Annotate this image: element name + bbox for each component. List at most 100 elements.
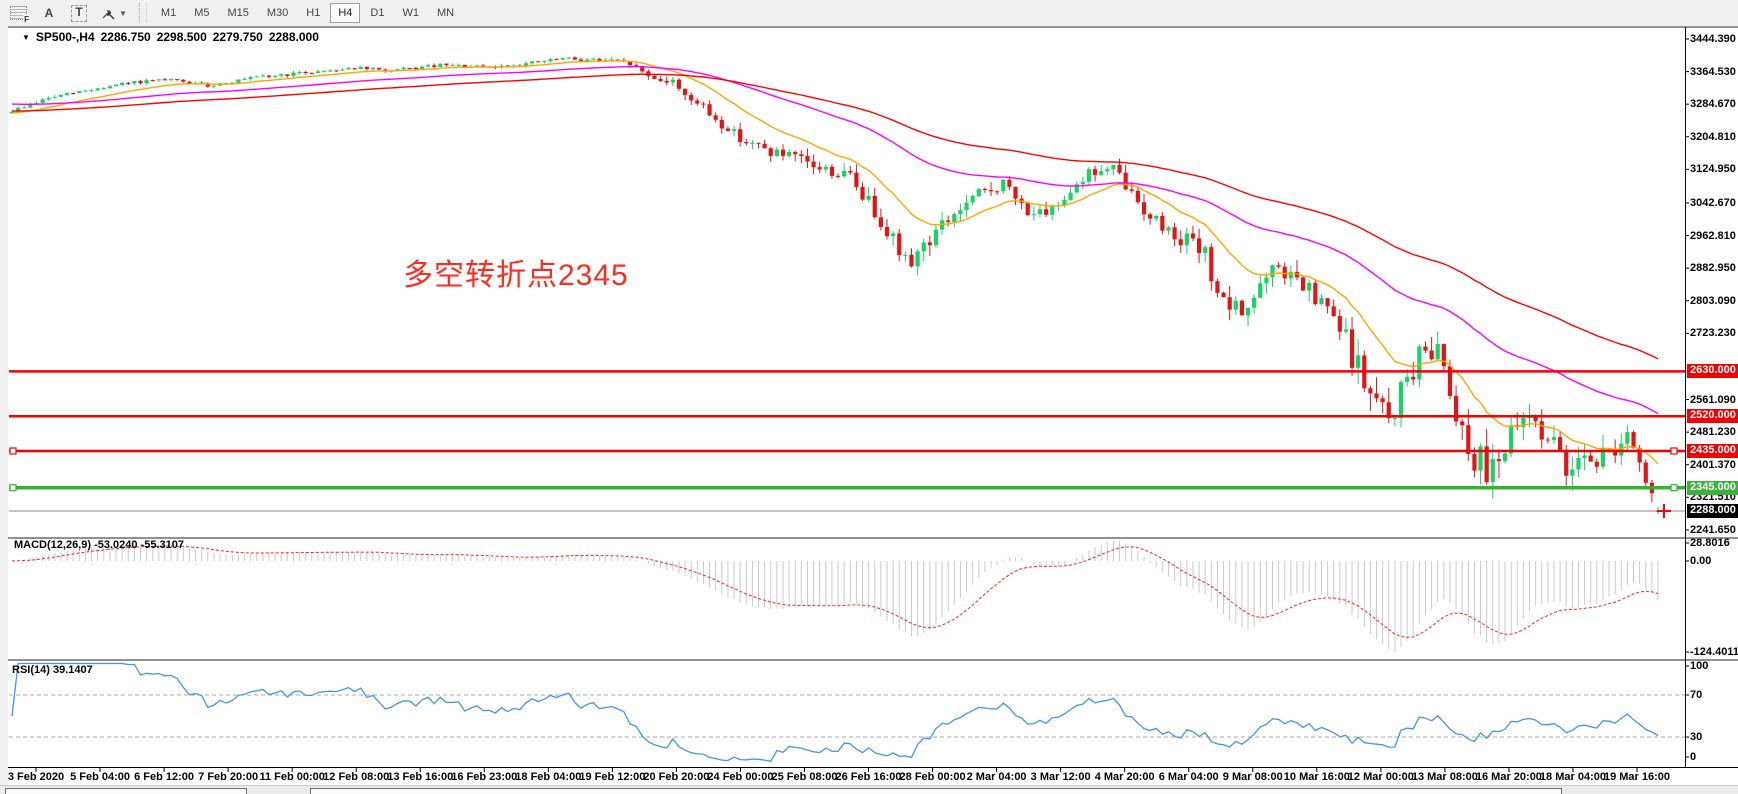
dropdown-arrow-icon[interactable]: ▼ (22, 32, 30, 42)
price-tick-label: 3042.670 (1690, 196, 1736, 209)
time-tick-label: 13 Feb 16:00 (387, 771, 454, 783)
time-tick-label: 10 Mar 16:00 (1283, 771, 1350, 783)
timeframe-button-w1[interactable]: W1 (394, 3, 427, 23)
price-axis-border (1685, 27, 1686, 767)
price-tick-label: 3204.810 (1690, 130, 1736, 143)
toolbar: F A T ▼ M1 M5 M15 M30 H1 H4 D1 W1 MN (0, 0, 1738, 27)
rsi-tick-label: 30 (1690, 731, 1703, 743)
time-tick-label: 2 Mar 04:00 (966, 771, 1027, 783)
grid-icon: F (10, 6, 30, 24)
time-tick-label: 9 Mar 08:00 (1222, 771, 1283, 783)
price-badge-resistance[interactable]: 2630.000 (1687, 364, 1738, 379)
text-tool-button[interactable]: A (39, 3, 59, 23)
macd-indicator-label: MACD(12,26,9) -53.0240 -55.3107 (14, 539, 184, 551)
rsi-panel (9, 662, 1685, 763)
rsi-tick-label: 0 (1690, 751, 1697, 763)
level-handle[interactable] (1670, 447, 1678, 455)
chart-title: ▼ SP500-,H4 2286.750 2298.500 2279.750 2… (22, 30, 319, 44)
time-tick-label: 6 Mar 04:00 (1158, 771, 1219, 783)
time-tick-label: 25 Feb 08:00 (771, 771, 838, 783)
price-tick-label: 2401.370 (1690, 458, 1736, 471)
chart-annotation-text: 多空转折点2345 (403, 259, 629, 292)
time-tick-label: 18 Feb 04:00 (515, 771, 582, 783)
timeframe-button-m15[interactable]: M15 (219, 3, 256, 23)
symbol-period: SP500-,H4 (35, 30, 95, 44)
time-tick-label: 24 Feb 00:00 (707, 771, 774, 783)
background-window-2[interactable] (310, 788, 1562, 794)
timeframe-button-h4[interactable]: H4 (330, 3, 361, 23)
price-tick-label: 3124.950 (1690, 163, 1736, 176)
time-tick-label: 18 Mar 04:00 (1539, 771, 1606, 783)
time-tick-label: 26 Feb 16:00 (835, 771, 902, 783)
price-tick-label: 2803.090 (1690, 294, 1736, 307)
macd-histogram (11, 541, 1659, 652)
time-tick-label: 12 Feb 08:00 (323, 771, 390, 783)
arrows-tool-button[interactable]: ▼ (99, 3, 129, 23)
price-badge-last-price: 2288.000 (1687, 503, 1738, 518)
price-tick-label: 2561.090 (1690, 393, 1736, 406)
time-tick-label: 11 Feb 00:00 (259, 771, 325, 783)
timeframe-button-m5[interactable]: M5 (186, 3, 217, 23)
time-tick-label: 28 Feb 00:00 (899, 771, 966, 783)
background-window-1[interactable] (5, 788, 247, 794)
time-tick-label: 3 Feb 2020 (7, 771, 65, 783)
fast-ma-line (11, 60, 1659, 465)
price-badge-resistance[interactable]: 2520.000 (1687, 409, 1738, 424)
timeframe-button-d1[interactable]: D1 (362, 3, 392, 23)
arrows-icon (102, 9, 115, 19)
time-tick-label: 5 Feb 04:00 (70, 771, 130, 783)
price-tick-label: 2241.650 (1690, 523, 1736, 536)
timeframe-button-m30[interactable]: M30 (259, 3, 296, 23)
rsi-tick-label: 70 (1690, 689, 1703, 701)
price-tick-label: 3364.530 (1690, 65, 1736, 78)
tiled-windows-strip (0, 785, 1738, 794)
rsi-indicator-label: RSI(14) 39.1407 (12, 664, 93, 676)
pane-splitter-macd[interactable] (8, 537, 1738, 539)
time-tick-label: 13 Mar 08:00 (1411, 771, 1478, 783)
time-tick-label: 16 Mar 20:00 (1475, 771, 1542, 783)
pane-splitter-rsi[interactable] (8, 659, 1738, 661)
time-tick-label: 7 Feb 20:00 (198, 771, 259, 783)
rsi-line (11, 662, 1659, 763)
time-tick-label: 12 Mar 00:00 (1347, 771, 1414, 783)
time-tick-label: 6 Feb 12:00 (134, 771, 195, 783)
letter-a-icon: A (44, 6, 54, 20)
macd-tick-label: 0.00 (1690, 555, 1712, 567)
price-tick-label: 2481.230 (1690, 426, 1736, 439)
price-tick-label: 3284.670 (1690, 98, 1736, 111)
textbox-tool-button[interactable]: T (69, 3, 89, 23)
price-tick-label: 2723.230 (1690, 327, 1736, 340)
timeframe-button-mn[interactable]: MN (429, 3, 462, 23)
grid-tool-button[interactable]: F (8, 3, 30, 24)
letter-t-icon: T (71, 4, 87, 22)
price-tick-label: 3444.390 (1690, 33, 1736, 45)
candlesticks (9, 56, 1661, 515)
price-badge-resistance[interactable]: 2435.000 (1687, 443, 1738, 458)
price-badge-support[interactable]: 2345.000 (1687, 480, 1738, 495)
slow-ma-line (11, 73, 1659, 360)
time-tick-label: 19 Mar 16:00 (1603, 771, 1671, 783)
timeframe-button-h1[interactable]: H1 (298, 3, 328, 23)
ohlc-open: 2286.750 (100, 30, 151, 44)
chevron-down-icon: ▼ (119, 8, 127, 18)
time-tick-label: 3 Mar 12:00 (1030, 771, 1091, 783)
medium-ma-line (11, 65, 1659, 415)
price-cross-marker (1657, 503, 1671, 518)
time-tick-label: 19 Feb 12:00 (579, 771, 646, 783)
ohlc-high: 2298.500 (156, 30, 207, 44)
timeframe-button-m1[interactable]: M1 (153, 3, 184, 23)
rsi-tick-label: 100 (1690, 660, 1709, 672)
time-tick-label: 20 Feb 20:00 (643, 771, 710, 783)
macd-tick-label: 28.8016 (1690, 537, 1730, 549)
level-handle[interactable] (1670, 484, 1678, 492)
price-tick-label: 2882.950 (1690, 262, 1736, 275)
macd-signal-line (11, 545, 1659, 638)
time-tick-label: 4 Mar 20:00 (1094, 771, 1155, 783)
ohlc-low: 2279.750 (212, 30, 263, 44)
level-handle[interactable] (9, 484, 17, 492)
level-handle[interactable] (9, 447, 17, 455)
price-tick-label: 2962.810 (1690, 229, 1736, 242)
time-tick-label: 16 Feb 23:00 (451, 771, 518, 783)
